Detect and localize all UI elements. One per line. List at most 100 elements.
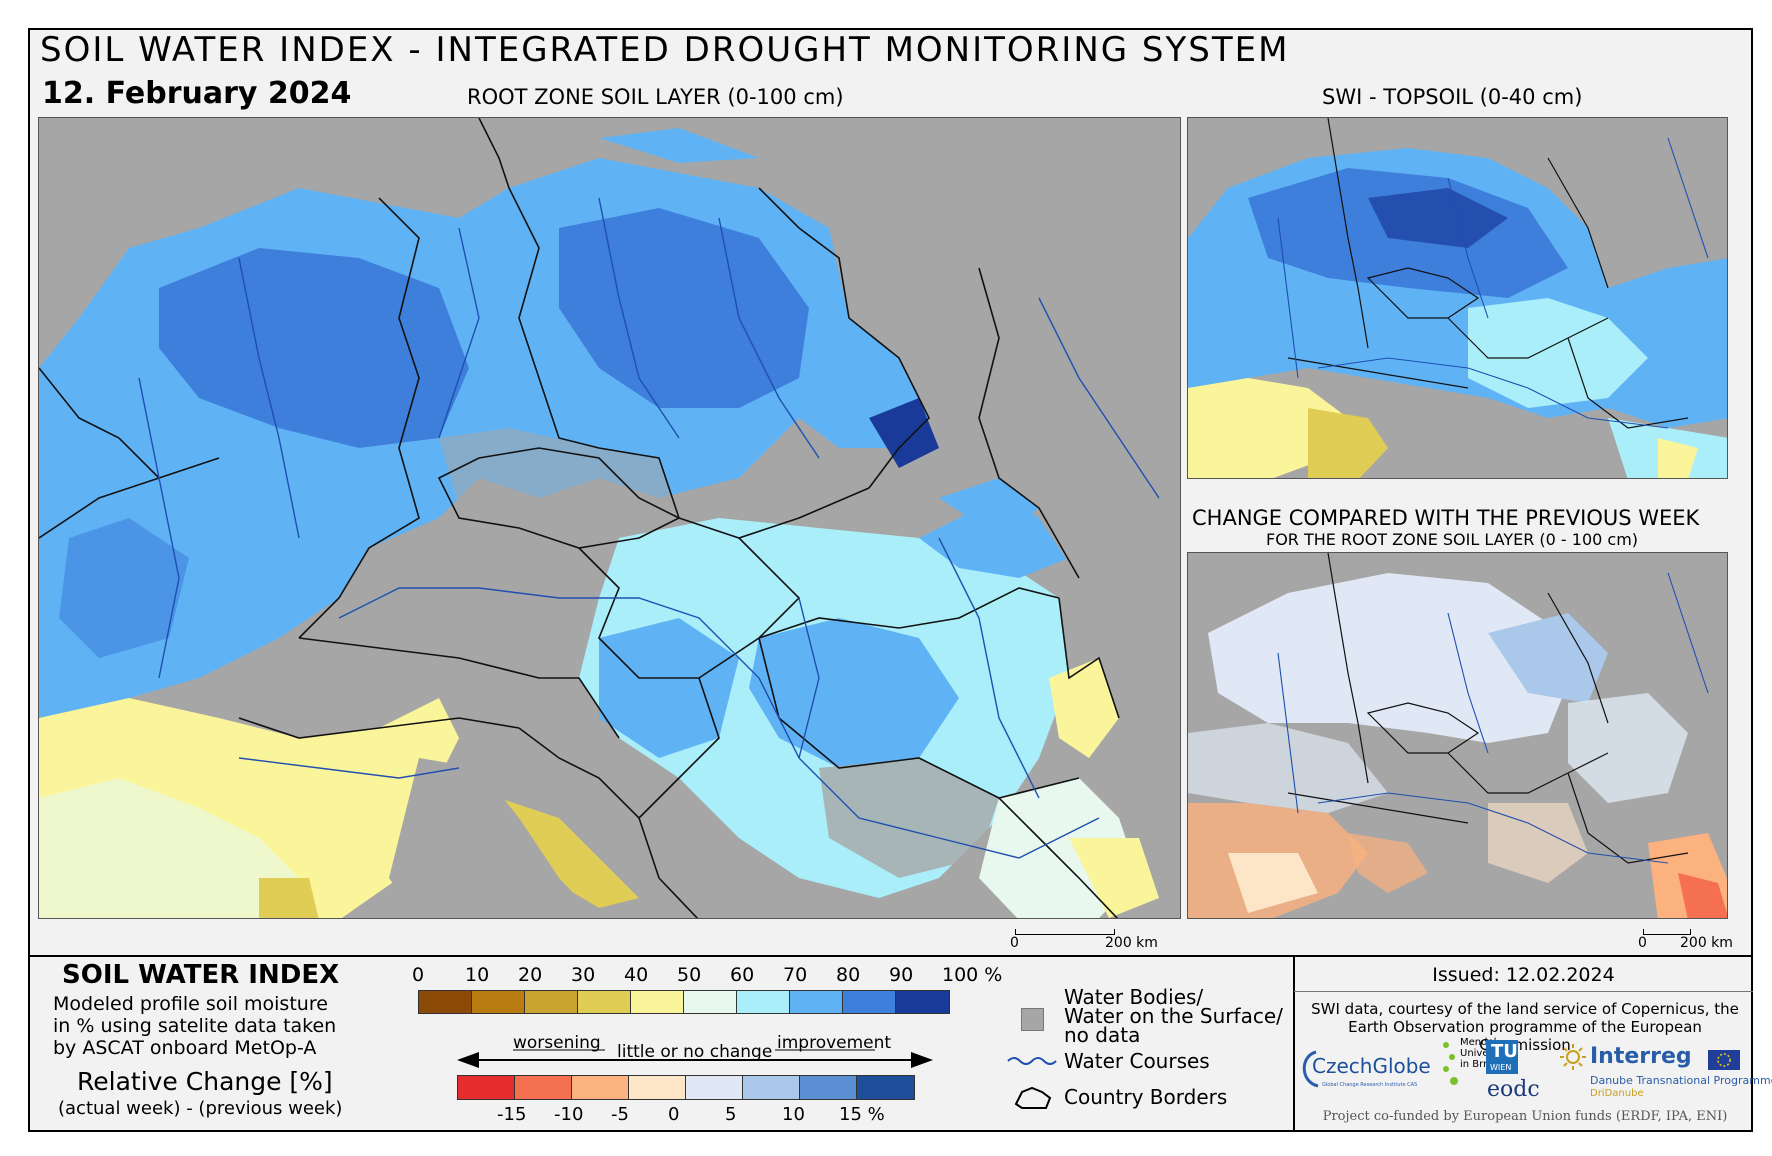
change-tick-label: -5	[611, 1104, 629, 1125]
swi-swatch-9	[896, 991, 949, 1013]
legend-relative-sub: (actual week) - (previous week)	[58, 1098, 343, 1119]
change-swatch-5	[743, 1076, 800, 1099]
change-swatch-4	[686, 1076, 743, 1099]
interreg-subtext-2: DriDanube	[1590, 1088, 1644, 1099]
mendel-line-3: in Brno	[1460, 1059, 1496, 1070]
root-zone-map[interactable]	[38, 117, 1181, 919]
swi-swatch-1	[472, 991, 525, 1013]
eu-stars-icon	[1717, 1053, 1731, 1067]
change-tick-labels: -15 -10 -5 0 5 10 15 %	[457, 1104, 917, 1128]
czechglobe-logo[interactable]: CzechGlobe Global Change Research Instit…	[1296, 1044, 1436, 1092]
mendel-logo[interactable]: Mendel University in Brno	[1438, 1037, 1510, 1089]
eodc-text: eodc	[1487, 1077, 1540, 1102]
legend-desc-line-1: Modeled profile soil moisture	[53, 993, 328, 1015]
small-scalebar-end: 200 km	[1680, 935, 1733, 951]
swi-swatch-2	[525, 991, 578, 1013]
map-date: 12. February 2024	[42, 76, 352, 111]
change-tick-label: 15 %	[839, 1104, 885, 1125]
tu-wien-logo[interactable]: TU WIEN	[1486, 1040, 1518, 1074]
water-bodies-swatch	[1021, 1008, 1044, 1031]
root-zone-map-graphic	[39, 118, 1180, 918]
swi-tick-label: 40	[624, 964, 649, 986]
legend-relative-title: Relative Change [%]	[77, 1067, 333, 1096]
mendel-dots-icon	[1443, 1042, 1458, 1085]
main-scalebar: 0 200 km	[1010, 925, 1170, 951]
tu-text: TU	[1491, 1041, 1518, 1062]
mendel-text: Mendel University in Brno	[1460, 1037, 1510, 1070]
topsoil-map-graphic	[1188, 118, 1727, 478]
change-tick-label: 0	[668, 1104, 680, 1125]
swi-swatch-6	[737, 991, 790, 1013]
arrow-little-change-label: little or no change	[617, 1042, 773, 1062]
eu-flag-icon	[1708, 1050, 1740, 1070]
change-map[interactable]	[1187, 552, 1728, 919]
swi-tick-label: 70	[783, 964, 808, 986]
change-arrow-graphic	[457, 1049, 933, 1068]
swi-tick-label: 50	[677, 964, 702, 986]
country-borders-label: Country Borders	[1064, 1085, 1228, 1109]
legend-divider	[28, 955, 1753, 957]
legend-swi-desc: Modeled profile soil moisture in % using…	[53, 993, 336, 1059]
swi-tick-label: 80	[836, 964, 861, 986]
interreg-text: Interreg	[1590, 1044, 1692, 1069]
swi-color-bar	[418, 990, 950, 1014]
change-tick-label: 5	[725, 1104, 737, 1125]
issued-date: Issued: 12.02.2024	[1432, 964, 1615, 986]
czechglobe-text: CzechGlobe	[1312, 1054, 1431, 1078]
funding-note: Project co-funded by European Union fund…	[1322, 1109, 1728, 1124]
water-bodies-line-1: Water Bodies/	[1064, 985, 1204, 1009]
water-bodies-label: Water Bodies/ Water on the Surface/ no d…	[1064, 985, 1283, 1047]
change-map-title: CHANGE COMPARED WITH THE PREVIOUS WEEK	[1192, 506, 1700, 530]
interreg-subtext-1: Danube Transnational Programme	[1590, 1074, 1772, 1087]
swi-tick-labels: 0 10 20 30 40 50 60 70 80 90 100 %	[404, 964, 1024, 988]
credit-line-1: SWI data, courtesy of the land service o…	[1311, 1000, 1739, 1018]
change-tick-label: -10	[554, 1104, 584, 1125]
interreg-logo[interactable]: Interreg Danube Transnational Programme …	[1558, 1040, 1772, 1106]
country-border-icon	[1014, 1086, 1052, 1109]
mendel-line-1: Mendel	[1460, 1037, 1497, 1048]
eodc-logo[interactable]: eodc	[1487, 1077, 1547, 1107]
swi-swatch-8	[843, 991, 896, 1013]
czechglobe-subtext: Global Change Research Institute CAS	[1322, 1082, 1418, 1088]
data-credit: SWI data, courtesy of the land service o…	[1300, 1000, 1750, 1054]
water-bodies-line-2: Water on the Surface/	[1064, 1004, 1283, 1028]
swi-tick-label: 100 %	[942, 964, 1003, 986]
swi-tick-label: 10	[465, 964, 490, 986]
main-scalebar-end: 200 km	[1105, 935, 1158, 951]
change-swatch-3	[629, 1076, 686, 1099]
change-tick-label: -15	[497, 1104, 527, 1125]
interreg-sun-icon	[1560, 1044, 1586, 1070]
water-bodies-line-3: no data	[1064, 1023, 1141, 1047]
main-scalebar-zero: 0	[1010, 935, 1019, 951]
change-tick-label: 10	[782, 1104, 805, 1125]
mendel-line-2: University	[1460, 1048, 1510, 1059]
swi-tick-label: 30	[571, 964, 596, 986]
swi-swatch-3	[578, 991, 631, 1013]
issued-divider	[1293, 956, 1295, 1132]
arrow-worsening-label: worsening	[513, 1033, 601, 1053]
change-swatch-0	[458, 1076, 515, 1099]
change-map-subtitle: FOR THE ROOT ZONE SOIL LAYER (0 - 100 cm…	[1266, 530, 1639, 549]
change-color-bar	[457, 1075, 915, 1100]
swi-swatch-5	[684, 991, 737, 1013]
water-courses-label: Water Courses	[1064, 1049, 1210, 1073]
arrow-improvement-label: improvement	[777, 1033, 892, 1053]
change-swatch-2	[572, 1076, 629, 1099]
swi-swatch-7	[790, 991, 843, 1013]
small-scalebar-zero: 0	[1638, 935, 1647, 951]
change-swatch-7	[857, 1076, 914, 1099]
topsoil-map-title: SWI - TOPSOIL (0-40 cm)	[1322, 85, 1583, 109]
change-swatch-6	[800, 1076, 857, 1099]
legend-desc-line-3: by ASCAT onboard MetOp-A	[53, 1037, 317, 1059]
swi-tick-label: 90	[889, 964, 914, 986]
tu-subtext: WIEN	[1490, 1063, 1512, 1072]
swi-tick-label: 20	[518, 964, 543, 986]
czechglobe-swoosh-icon	[1302, 1050, 1319, 1088]
main-map-title: ROOT ZONE SOIL LAYER (0-100 cm)	[467, 85, 844, 109]
swi-swatch-4	[631, 991, 684, 1013]
legend-swi-title: SOIL WATER INDEX	[62, 960, 340, 990]
change-swatch-1	[515, 1076, 572, 1099]
change-map-graphic	[1188, 553, 1727, 918]
topsoil-map[interactable]	[1187, 117, 1728, 479]
issued-hline	[1294, 991, 1753, 992]
